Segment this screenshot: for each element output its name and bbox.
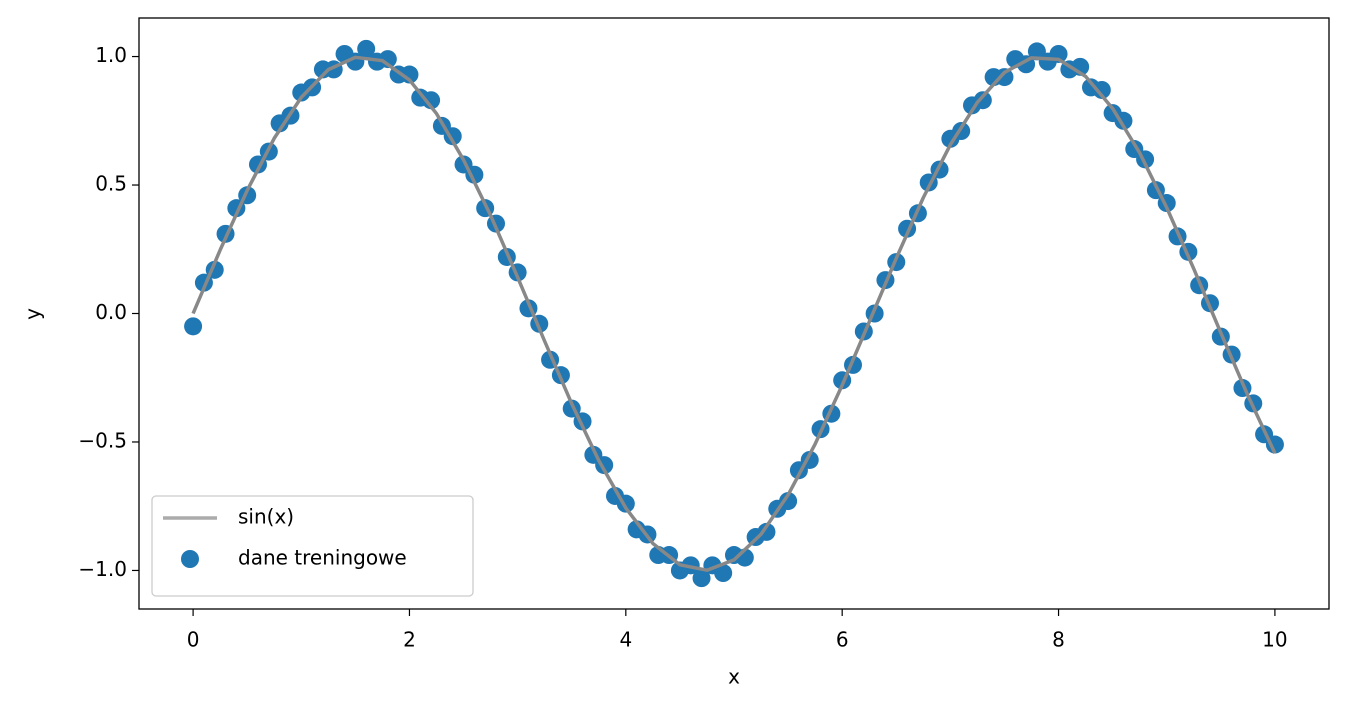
y-tick-label: −1.0	[78, 557, 127, 581]
scatter-point	[757, 522, 776, 541]
x-tick-label: 8	[1052, 628, 1065, 652]
scatter-point	[779, 492, 798, 511]
scatter-point	[184, 317, 203, 336]
x-tick-label: 2	[403, 628, 416, 652]
legend-label: dane treningowe	[238, 546, 407, 570]
x-tick-label: 10	[1262, 628, 1287, 652]
legend-label: sin(x)	[238, 505, 294, 529]
legend-swatch	[181, 550, 199, 568]
scatter-point	[692, 569, 711, 588]
x-tick-label: 4	[619, 628, 632, 652]
x-axis-label: x	[728, 665, 740, 689]
line	[191, 55, 1277, 572]
x-tick-label: 0	[187, 628, 200, 652]
y-tick-label: 0.5	[95, 172, 127, 196]
y-tick-label: 1.0	[95, 43, 127, 67]
scatter-point	[357, 39, 376, 58]
x-tick-label: 6	[836, 628, 849, 652]
legend: sin(x) dane treningowe	[151, 495, 474, 597]
scatter-point	[400, 65, 419, 84]
scatter-point	[422, 91, 441, 110]
legend-box	[151, 495, 474, 597]
scatter-point	[973, 91, 992, 110]
scatter-point	[1092, 80, 1111, 99]
y-axis-label: y	[21, 308, 45, 320]
plot-frame	[138, 17, 1330, 610]
scatter-point	[995, 68, 1014, 87]
scatter-point	[378, 50, 397, 69]
scatter-point	[714, 564, 733, 583]
y-tick-label: 0.0	[95, 300, 127, 324]
y-tick-label: −0.5	[78, 428, 127, 452]
